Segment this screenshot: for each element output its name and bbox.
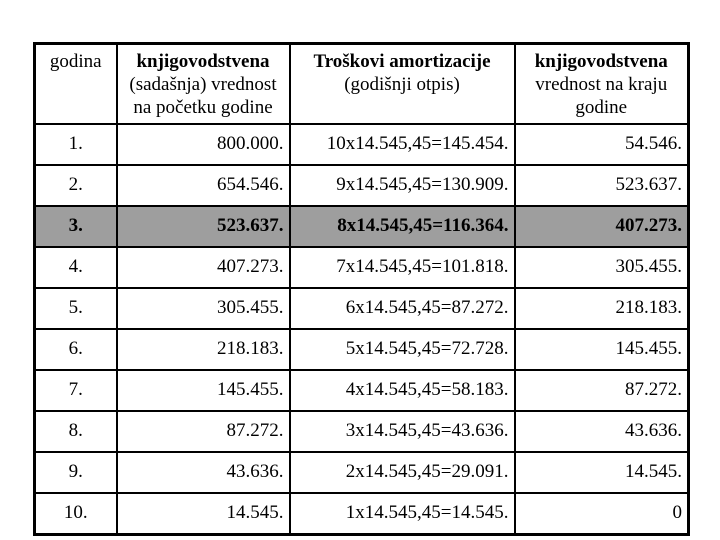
cell-start-value: 145.455.: [115, 368, 291, 412]
cell-end-value: 305.455.: [513, 245, 690, 289]
header-amortization-subtitle: (godišnji otpis): [344, 74, 460, 96]
cell-year: 4.: [33, 245, 118, 289]
cell-year: 2.: [33, 163, 118, 207]
header-row: godina knjigovodstvena (sadašnja) vredno…: [33, 42, 690, 125]
cell-amortization: 1x14.545,45=14.545.: [288, 491, 516, 535]
header-godina: godina: [33, 42, 118, 125]
cell-amortization: 10x14.545,45=145.454.: [288, 122, 516, 166]
table-row: 6. 218.183. 5x14.545,45=72.728. 145.455.: [33, 327, 690, 371]
table-row: 9. 43.636. 2x14.545,45=29.091. 14.545.: [33, 450, 690, 494]
cell-start-value: 87.272.: [115, 409, 291, 453]
cell-year: 1.: [33, 122, 118, 166]
table-row: 7. 145.455. 4x14.545,45=58.183. 87.272.: [33, 368, 690, 412]
cell-end-value: 87.272.: [513, 368, 690, 412]
header-start-value-title: knjigovodstvena: [136, 51, 270, 72]
table-row: 1. 800.000. 10x14.545,45=145.454. 54.546…: [33, 122, 690, 166]
cell-start-value: 654.546.: [115, 163, 291, 207]
cell-start-value: 800.000.: [115, 122, 291, 166]
cell-year: 10.: [33, 491, 118, 535]
cell-end-value: 0: [513, 491, 690, 535]
cell-start-value: 523.637.: [115, 204, 291, 248]
header-godina-label: godina: [49, 51, 102, 72]
cell-year: 9.: [33, 450, 118, 494]
cell-amortization: 8x14.545,45=116.364.: [288, 204, 516, 248]
cell-end-value: 54.546.: [513, 122, 690, 166]
cell-year: 3.: [33, 204, 118, 248]
header-end-value-title: knjigovodstvena: [534, 51, 668, 72]
cell-start-value: 407.273.: [115, 245, 291, 289]
table-row: 4. 407.273. 7x14.545,45=101.818. 305.455…: [33, 245, 690, 289]
header-end-value: knjigovodstvena vrednost na kraju godine: [513, 42, 690, 125]
cell-year: 5.: [33, 286, 118, 330]
cell-start-value: 14.545.: [115, 491, 291, 535]
cell-amortization: 2x14.545,45=29.091.: [288, 450, 516, 494]
header-start-value: knjigovodstvena (sadašnja) vrednost na p…: [115, 42, 291, 125]
header-end-value-subtitle: vrednost na kraju godine: [535, 74, 668, 119]
cell-year: 6.: [33, 327, 118, 371]
cell-amortization: 6x14.545,45=87.272.: [288, 286, 516, 330]
header-start-value-subtitle: (sadašnja) vrednost na početku godine: [129, 74, 277, 119]
table-row: 10. 14.545. 1x14.545,45=14.545. 0: [33, 491, 690, 535]
cell-year: 8.: [33, 409, 118, 453]
table-row: 5. 305.455. 6x14.545,45=87.272. 218.183.: [33, 286, 690, 330]
cell-end-value: 218.183.: [513, 286, 690, 330]
cell-amortization: 5x14.545,45=72.728.: [288, 327, 516, 371]
cell-year: 7.: [33, 368, 118, 412]
header-amortization-title: Troškovi amortizacije: [313, 51, 491, 72]
cell-start-value: 305.455.: [115, 286, 291, 330]
table-row: 3. 523.637. 8x14.545,45=116.364. 407.273…: [33, 204, 690, 248]
table-row: 2. 654.546. 9x14.545,45=130.909. 523.637…: [33, 163, 690, 207]
cell-end-value: 145.455.: [513, 327, 690, 371]
table-row: 8. 87.272. 3x14.545,45=43.636. 43.636.: [33, 409, 690, 453]
cell-end-value: 523.637.: [513, 163, 690, 207]
cell-amortization: 7x14.545,45=101.818.: [288, 245, 516, 289]
cell-start-value: 218.183.: [115, 327, 291, 371]
cell-end-value: 407.273.: [513, 204, 690, 248]
cell-amortization: 3x14.545,45=43.636.: [288, 409, 516, 453]
cell-amortization: 9x14.545,45=130.909.: [288, 163, 516, 207]
cell-start-value: 43.636.: [115, 450, 291, 494]
cell-end-value: 14.545.: [513, 450, 690, 494]
header-amortization-cost: Troškovi amortizacije (godišnji otpis): [288, 42, 516, 125]
cell-end-value: 43.636.: [513, 409, 690, 453]
cell-amortization: 4x14.545,45=58.183.: [288, 368, 516, 412]
amortization-table: godina knjigovodstvena (sadašnja) vredno…: [33, 42, 690, 536]
